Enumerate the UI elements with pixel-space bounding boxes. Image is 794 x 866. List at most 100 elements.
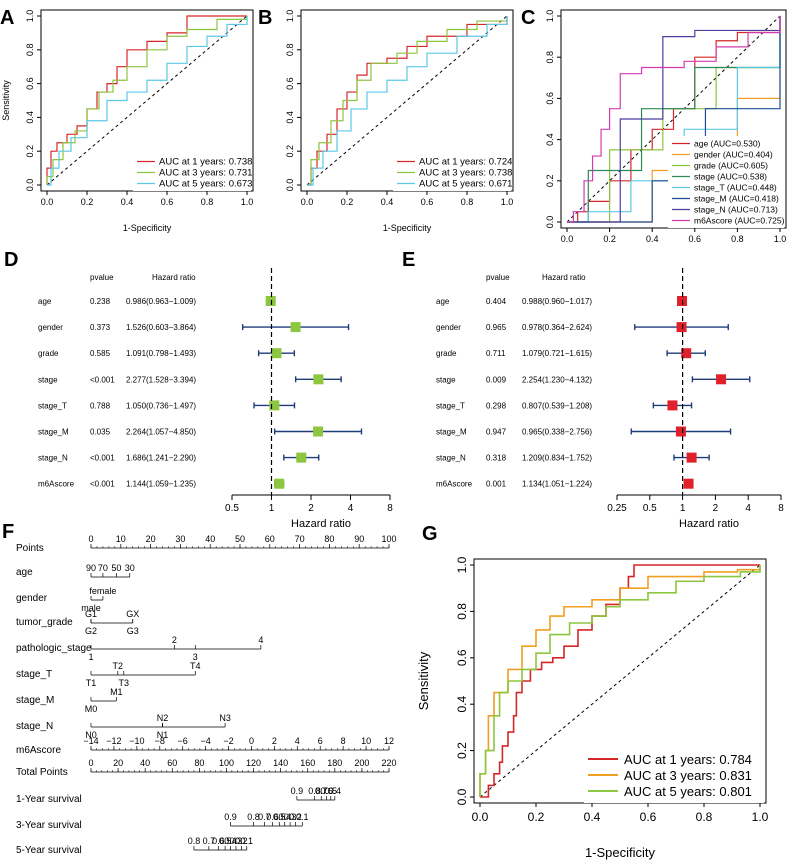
hr-marker: [676, 322, 687, 333]
x-tick-label: 0.8: [731, 234, 744, 244]
nomogram-tick-label: 2: [272, 736, 277, 746]
nomogram-tick-label: −2: [223, 736, 233, 746]
nomogram-tick-label: 30: [125, 563, 135, 573]
y-tick-label: 0.4: [545, 133, 555, 146]
nomogram-row-label: pathologic_stage: [16, 643, 92, 654]
legend-box: [668, 136, 784, 228]
nomogram-tick-label: 0.7: [203, 836, 216, 846]
nomogram-row-label: stage_N: [16, 721, 53, 732]
row-label: m6Ascore: [436, 480, 473, 489]
nomogram-tick-label: 0: [88, 534, 93, 544]
x-tick-label: 1.0: [774, 234, 787, 244]
nomogram-tick-label: 200: [354, 758, 369, 768]
nomogram-tick-label: 2: [172, 635, 177, 645]
row-pvalue: 0.711: [486, 349, 506, 358]
hr-marker: [313, 426, 324, 437]
x-tick-label: 4: [745, 503, 751, 514]
nomogram-tick-label: 50: [235, 534, 245, 544]
legend-entry: AUC at 1 years: 0.784: [624, 752, 752, 767]
row-label: gender: [38, 323, 63, 332]
panel-label-a: A: [0, 7, 14, 29]
x-tick-label: 0.2: [81, 197, 94, 207]
x-axis-label: 1-Specificity: [383, 223, 432, 233]
y-tick-label: 0.6: [455, 649, 469, 666]
x-tick-label: 1.0: [241, 197, 254, 207]
y-tick-label: 0.8: [25, 44, 35, 57]
hr-marker: [296, 452, 307, 463]
reference-diagonal: [566, 15, 781, 223]
x-tick-label: 0.2: [603, 234, 616, 244]
nomogram-tick-label: 12: [384, 736, 394, 746]
legend-entry: AUC at 5 years: 0.671: [419, 179, 512, 190]
nomogram-tick-label: 0.8: [308, 786, 321, 796]
nomogram-row-label: stage_M: [16, 695, 54, 706]
nomogram-tick-label: 50: [111, 563, 121, 573]
x-tick-label: 4: [348, 503, 354, 514]
row-hr-text: 2.254(1.230−4.132): [522, 375, 592, 384]
row-label: age: [38, 297, 52, 306]
nomogram-row-label: stage_T: [16, 669, 52, 680]
nomogram-tick-label: 140: [273, 758, 288, 768]
nomogram-tick-label: N1: [157, 730, 169, 740]
x-tick-label: 0.0: [41, 197, 54, 207]
y-tick-label: 0.0: [285, 179, 295, 192]
nomogram-tick-label: 0.5: [219, 836, 232, 846]
nomogram-tick-label: 6: [318, 736, 323, 746]
nomogram-tick-label: M1: [110, 687, 123, 697]
header-pvalue: pvalue: [90, 273, 114, 282]
row-pvalue: 0.035: [90, 428, 111, 437]
hr-marker: [290, 322, 301, 333]
panel-label-g: G: [422, 523, 438, 545]
nomogram-tick-label: 8: [341, 736, 346, 746]
nomogram-tick-label: −14: [83, 736, 98, 746]
row-pvalue: 0.404: [486, 297, 507, 306]
nomogram-tick-label: 0: [88, 758, 93, 768]
nomogram-tick-label: 70: [98, 563, 108, 573]
roc-panel-a: A 0.0 0.2 0.4 0.6 0.8 1.0 0.0 0.2 0.4 0.6 0.8 1.0 1-S…: [0, 7, 254, 233]
y-tick-label: 0.2: [545, 175, 555, 188]
panel-label-d: D: [4, 249, 18, 271]
row-label: m6Ascore: [38, 480, 75, 489]
nomogram-tick-label: female: [89, 586, 116, 596]
x-tick-label: 0.6: [161, 197, 174, 207]
reference-diagonal: [46, 15, 248, 186]
row-label: stage_N: [436, 454, 466, 463]
hr-marker: [675, 426, 686, 437]
nomogram-tick-label: 0.9: [291, 786, 304, 796]
hr-marker: [313, 374, 324, 385]
roc-curve-2: [307, 16, 508, 186]
nomogram-tick-label: male: [81, 603, 101, 613]
legend-entry: AUC at 5 years: 0.801: [624, 784, 752, 799]
nomogram-tick-label: −6: [178, 736, 188, 746]
y-axis-label: Sensitivity: [416, 651, 431, 710]
panel-label-c: C: [521, 7, 535, 29]
row-pvalue: 0.788: [90, 401, 111, 410]
nomogram-row-label: m6Ascore: [16, 745, 61, 756]
row-pvalue: 0.009: [486, 375, 507, 384]
y-tick-label: 0.2: [25, 145, 35, 158]
legend-entry: grade (AUC=0.605): [694, 161, 768, 171]
nomogram-tick-label: 0.1: [296, 812, 309, 822]
row-label: stage: [38, 375, 58, 384]
row-pvalue: <0.001: [90, 454, 115, 463]
legend-entry: AUC at 5 years: 0.673: [159, 179, 252, 190]
x-tick-label: 2: [713, 503, 719, 514]
nomogram-tick-label: N0: [85, 730, 97, 740]
row-label: stage_M: [436, 428, 467, 437]
row-pvalue: 0.298: [486, 401, 507, 410]
nomogram-tick-label: −10: [129, 736, 144, 746]
nomogram-row-label: gender: [16, 593, 48, 604]
roc-curve-7: [567, 16, 781, 223]
x-tick-label: 0.5: [225, 503, 239, 514]
nomogram-tick-label: 0.2: [289, 812, 302, 822]
nomogram-tick-label: 0: [249, 736, 254, 746]
row-hr-text: 1.079(0.721−1.615): [522, 349, 592, 358]
hr-marker: [686, 452, 697, 463]
row-label: stage_T: [38, 401, 67, 410]
x-tick-label: 0.0: [472, 810, 489, 824]
legend-entry: gender (AUC=0.404): [694, 150, 773, 160]
nomogram-tick-label: 80: [324, 534, 334, 544]
legend-entry: stage_M (AUC=0.418): [694, 194, 779, 204]
row-hr-text: 1.686(1.241−2.290): [126, 454, 196, 463]
